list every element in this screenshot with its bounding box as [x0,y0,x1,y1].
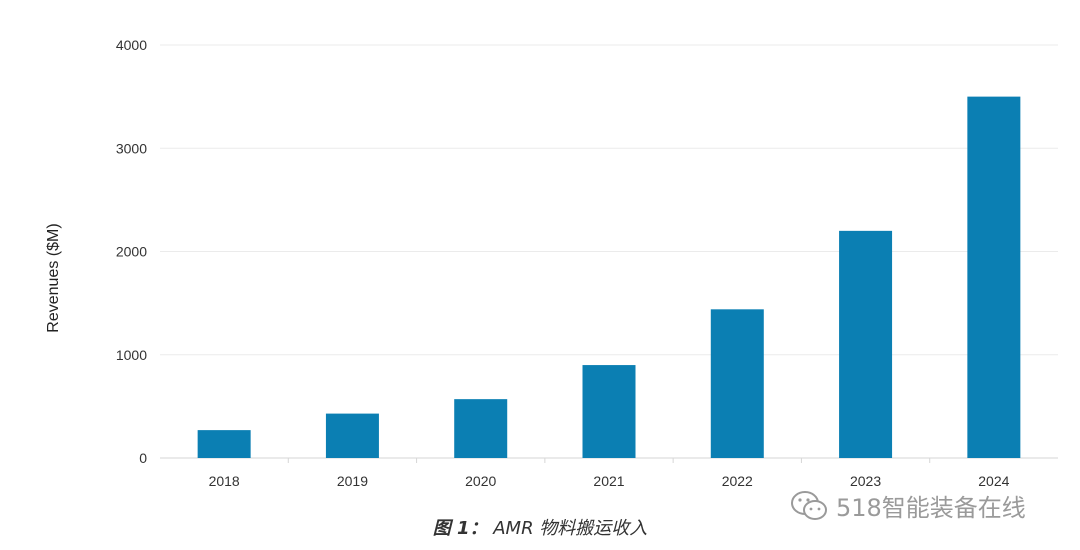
bar-2023 [839,230,893,458]
watermark: 518智能装备在线 [790,488,1026,523]
y-axis-ticks: 0 1000 2000 3000 4000 [116,37,147,466]
y-tick-label: 4000 [116,37,147,53]
bars [197,96,1021,458]
y-tick-label: 0 [139,450,147,466]
figure-number: 图 1： [432,518,488,539]
bar-2021 [582,365,636,458]
x-tick-label: 2021 [593,473,624,489]
x-tick-label: 2018 [209,473,240,489]
x-tick-label: 2022 [722,473,753,489]
wechat-icon [791,490,827,520]
bar-2020 [454,399,508,458]
bar-2022 [710,309,764,458]
y-tick-label: 3000 [116,140,147,156]
bar-2024 [967,96,1021,458]
x-tick-label: 2023 [850,473,881,489]
y-tick-label: 2000 [116,244,147,260]
y-axis-label: Revenues ($M) [45,223,62,332]
bar-2019 [325,413,379,458]
x-axis-ticks: 2018 2019 2020 2021 2022 2023 2024 [209,458,1010,489]
bar-2018 [197,430,251,458]
gridlines [160,44,1058,459]
watermark-text: 518智能装备在线 [836,494,1026,522]
figure-caption: 图 1： AMR 物料搬运收入 [0,514,1080,540]
x-tick-label: 2024 [978,473,1009,489]
y-tick-label: 1000 [116,347,147,363]
x-tick-label: 2020 [465,473,496,489]
x-tick-label: 2019 [337,473,368,489]
caption-text: AMR 物料搬运收入 [493,518,648,539]
bar-chart: 2018 2019 2020 2021 2022 2023 2024 0 1000 2000 30… [45,37,1058,489]
